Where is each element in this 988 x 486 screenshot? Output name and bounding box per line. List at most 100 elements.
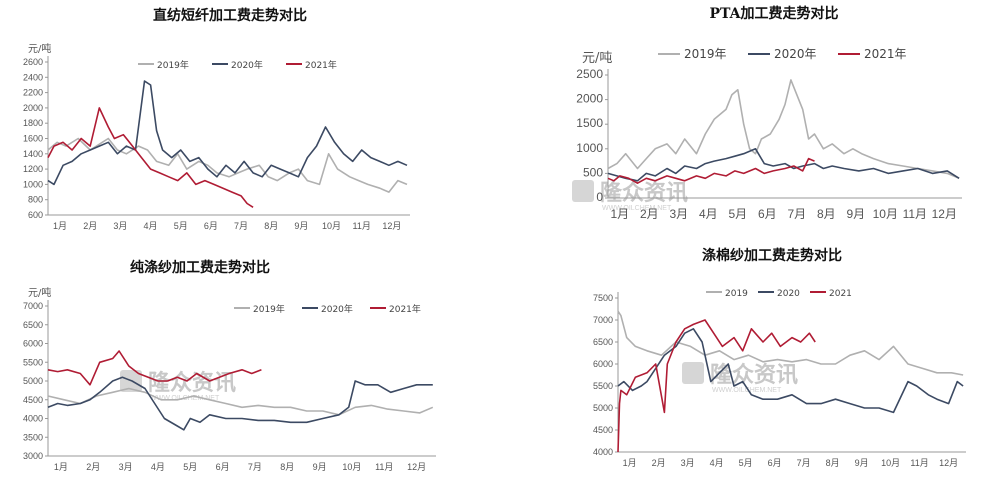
x-tick-label: 11月: [375, 462, 393, 472]
x-tick-label: 7月: [797, 458, 811, 468]
series-line-0: [47, 387, 434, 416]
x-tick-label: 6月: [758, 207, 777, 221]
x-tick-label: 4月: [710, 458, 724, 468]
y-tick-label: 1800: [23, 118, 43, 128]
series-line-0: [47, 137, 408, 193]
chart-panel-short-fiber: 直纺短纤加工费走势对比 元/吨 600 800 1000 1200 1400 1600 1800…: [0, 0, 460, 231]
x-tick-label: 1月: [54, 462, 68, 472]
legend-label: 2020年: [231, 59, 263, 71]
watermark-subtext: WWW.OILCHEM.NET: [712, 387, 782, 394]
y-tick-label: 2000: [23, 103, 43, 113]
y-tick-label: 5000: [23, 376, 43, 386]
y-tick-label: 1200: [23, 164, 43, 174]
chart-panel-pta: PTA加工费走势对比 元/吨 隆众资讯 WWW.OILCHEM.NET 0 500 1000…: [560, 0, 988, 230]
x-tick-label: 4月: [699, 207, 718, 221]
y-tick-label: 2000: [576, 92, 603, 106]
legend-label: 2019年: [253, 303, 285, 315]
y-tick-label: 800: [28, 195, 43, 205]
x-tick-label: 11月: [910, 458, 928, 468]
x-tick-label: 3月: [681, 458, 695, 468]
x-tick-label: 3月: [119, 462, 133, 472]
y-tick-label: 6500: [593, 337, 613, 347]
x-tick-label: 12月: [932, 207, 957, 221]
x-tick-label: 8月: [826, 458, 840, 468]
series-line-1: [607, 148, 960, 182]
y-tick-label: 1400: [23, 149, 43, 159]
x-tick-label: 1月: [53, 221, 67, 231]
y-tick-label: 5500: [593, 381, 613, 391]
y-tick-label: 5000: [593, 403, 613, 413]
legend-label: 2021年: [389, 303, 421, 315]
x-tick-label: 8月: [280, 462, 294, 472]
y-tick-label: 1000: [576, 141, 603, 155]
x-tick-label: 3月: [669, 207, 688, 221]
chart-title: 纯涤纱加工费走势对比: [130, 259, 270, 276]
x-tick-label: 7月: [787, 207, 806, 221]
x-tick-label: 3月: [113, 221, 127, 231]
y-axis-unit-label: 元/吨: [582, 51, 612, 66]
y-tick-label: 4500: [23, 395, 43, 405]
series-line-2: [617, 319, 816, 453]
chart-title: 直纺短纤加工费走势对比: [153, 7, 307, 24]
legend-label: 2021: [829, 289, 852, 299]
watermark-icon: [572, 180, 594, 202]
x-tick-label: 2月: [652, 458, 666, 468]
chart-panel-polyester-yarn: 纯涤纱加工费走势对比 元/吨 隆众资讯 WWW.OILCHEM.NET 3000 3500…: [0, 248, 460, 486]
y-tick-label: 3000: [23, 451, 43, 461]
watermark-icon: [682, 362, 704, 384]
x-tick-label: 7月: [248, 462, 262, 472]
x-tick-label: 1月: [623, 458, 637, 468]
x-tick-label: 9月: [846, 207, 865, 221]
y-tick-label: 3500: [23, 432, 43, 442]
watermark-text: 隆众资讯: [600, 181, 688, 206]
x-tick-label: 12月: [382, 221, 401, 231]
y-tick-label: 4500: [593, 425, 613, 435]
y-tick-label: 7500: [593, 293, 613, 303]
x-tick-label: 10月: [342, 462, 361, 472]
y-tick-label: 6500: [23, 320, 43, 330]
y-tick-label: 600: [28, 210, 43, 220]
y-tick-label: 5500: [23, 357, 43, 367]
x-tick-label: 12月: [939, 458, 958, 468]
y-tick-label: 500: [583, 165, 603, 179]
series-line-2: [47, 107, 254, 208]
x-tick-label: 11月: [353, 221, 371, 231]
chart-title: PTA加工费走势对比: [709, 5, 838, 22]
x-tick-label: 10月: [873, 207, 898, 221]
x-tick-label: 1月: [610, 207, 629, 221]
legend-label: 2021年: [305, 59, 337, 71]
x-tick-label: 9月: [855, 458, 869, 468]
x-tick-label: 5月: [728, 207, 747, 221]
x-tick-label: 8月: [264, 221, 278, 231]
y-tick-label: 4000: [23, 414, 43, 424]
legend-label: 2020: [777, 289, 800, 299]
series-line-1: [47, 376, 433, 431]
x-tick-label: 12月: [407, 462, 426, 472]
y-tick-label: 2400: [23, 72, 43, 82]
y-tick-label: 2500: [576, 67, 603, 81]
x-tick-label: 10月: [881, 458, 900, 468]
x-tick-label: 10月: [322, 221, 341, 231]
x-tick-label: 11月: [903, 207, 927, 221]
watermark-subtext: WWW.OILCHEM.NET: [602, 205, 672, 212]
series-line-0: [607, 79, 960, 180]
watermark-text: 隆众资讯: [148, 371, 236, 396]
y-tick-label: 1500: [576, 116, 603, 130]
y-tick-label: 6000: [593, 359, 613, 369]
series-line-2: [47, 350, 262, 386]
y-tick-label: 7000: [593, 315, 613, 325]
legend-label: 2021年: [864, 47, 907, 61]
y-tick-label: 4000: [593, 447, 613, 457]
x-tick-label: 2月: [86, 462, 100, 472]
y-tick-label: 2200: [23, 88, 43, 98]
legend-label: 2019: [725, 289, 748, 299]
legend-label: 2019年: [684, 47, 727, 61]
x-tick-label: 5月: [174, 221, 188, 231]
series-line-2: [607, 157, 815, 184]
x-tick-label: 6月: [216, 462, 230, 472]
